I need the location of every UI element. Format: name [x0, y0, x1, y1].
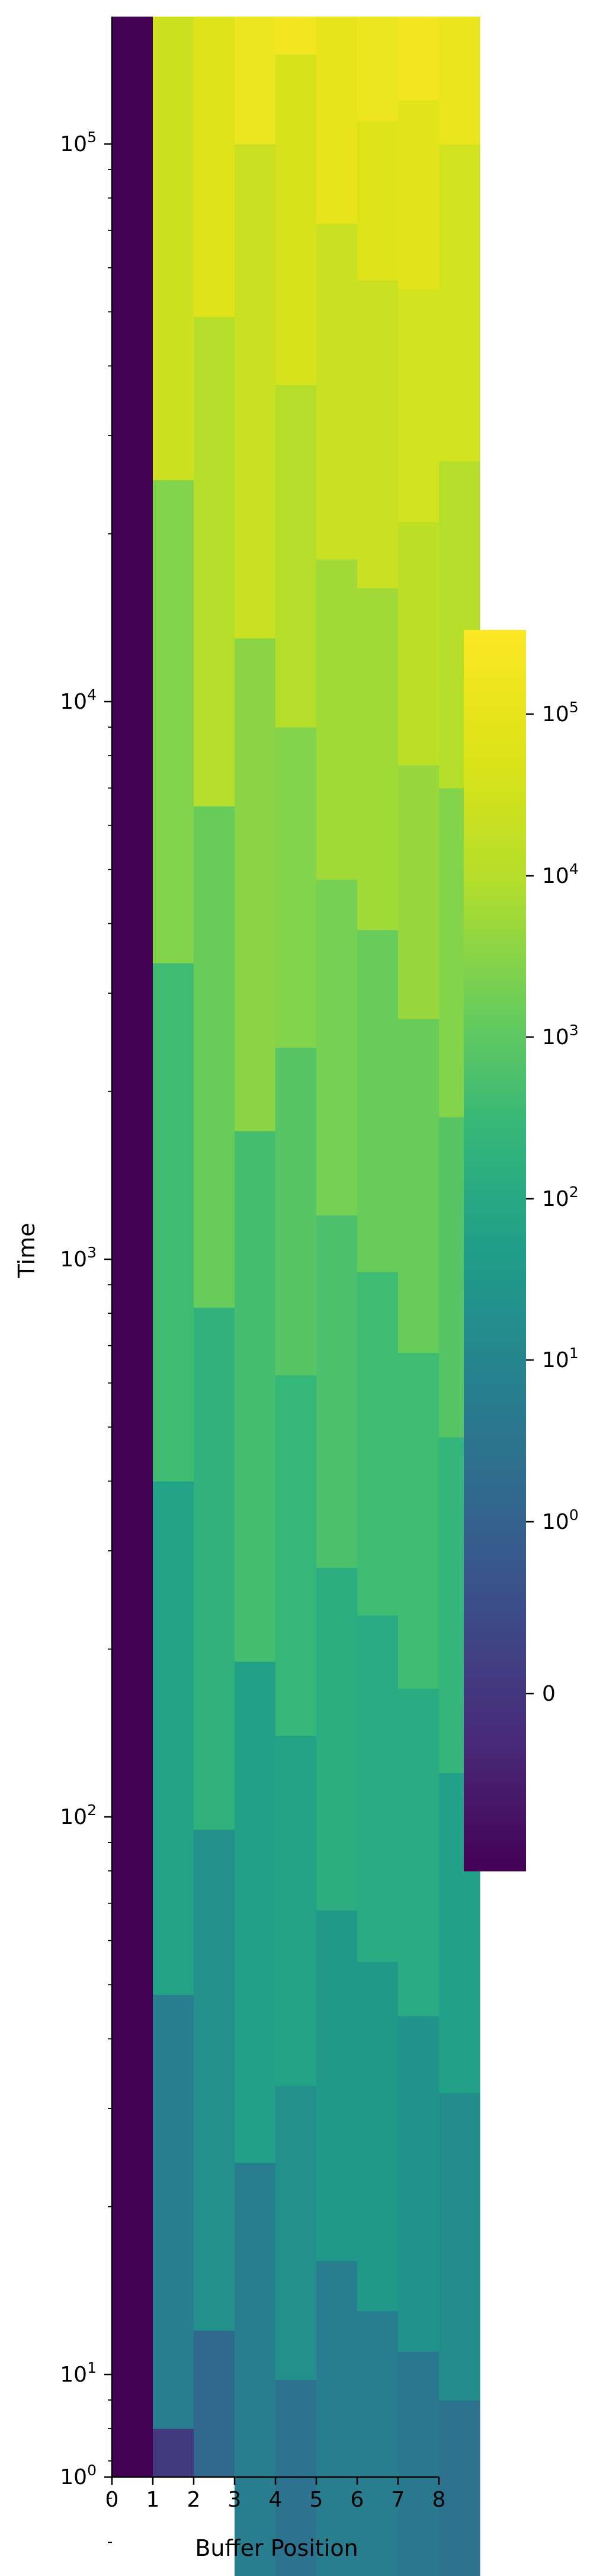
heatmap-cell-col-1 — [153, 479, 194, 964]
heatmap-cell-col-3 — [235, 1661, 276, 2163]
heatmap-cell-col-2 — [194, 316, 235, 807]
colorbar-tick-label: 102 — [542, 1183, 579, 1211]
heatmap-cell-col-7 — [398, 2015, 440, 2352]
y-tick-label: 105 — [60, 129, 97, 156]
heatmap-cell-col-3 — [235, 2162, 276, 2576]
heatmap-cell-col-5 — [316, 223, 358, 560]
heatmap-cell-col-8 — [439, 2092, 480, 2401]
heatmap-cell-col-4 — [275, 727, 317, 1048]
heatmap-cell-col-8 — [439, 17, 480, 145]
heatmap-cell-col-5 — [316, 879, 358, 1216]
heatmap-cell-col-4 — [275, 1047, 317, 1375]
heatmap-cell-col-2 — [194, 1307, 235, 1830]
heatmap-cell-col-1 — [153, 17, 194, 481]
heatmap-cell-col-1 — [153, 1481, 194, 1995]
heatmap-cell-col-5 — [316, 1910, 358, 2261]
heatmap-cell-col-6 — [357, 17, 399, 121]
heatmap-cell-col-7 — [398, 1688, 440, 2017]
heatmap-cell-col-7 — [398, 764, 440, 1019]
heatmap-cell-col-7 — [398, 1352, 440, 1689]
heatmap-cell-col-6 — [357, 1615, 399, 1962]
heatmap-cell-col-5 — [316, 2260, 358, 2576]
heatmap-cell-col-4 — [275, 2085, 317, 2380]
heatmap-cell-col-7 — [398, 2351, 440, 2576]
x-tick-label: 2 — [187, 2488, 201, 2512]
heatmap-cell-col-4 — [275, 385, 317, 728]
x-tick-label: 6 — [351, 2488, 364, 2512]
y-tick-label: 101 — [60, 2359, 97, 2387]
heatmap-cell-col-7 — [398, 289, 440, 523]
heatmap-cell-col-8 — [439, 144, 480, 462]
x-axis-label: Buffer Position — [195, 2535, 358, 2561]
x-tick-label: 0 — [105, 2488, 119, 2512]
y-tick-label: 104 — [60, 686, 97, 714]
x-tick-label: 8 — [432, 2488, 446, 2512]
y-tick-label: 102 — [60, 1801, 97, 1829]
heatmap-cell-col-4 — [275, 1375, 317, 1736]
heatmap-cell-col-7 — [398, 100, 440, 289]
heatmap-cell-col-4 — [275, 17, 317, 55]
heatmap-cell-col-6 — [357, 1961, 399, 2312]
heatmap-cell-col-1 — [153, 1994, 194, 2429]
y-axis-label: Time — [14, 1223, 40, 1279]
heatmap-cell-col-5 — [316, 1567, 358, 1911]
colorbar — [464, 630, 526, 1871]
heatmap-cells — [112, 17, 480, 2576]
x-tick-label: 7 — [392, 2488, 405, 2512]
y-tick-label: 103 — [60, 1244, 97, 1272]
heatmap-cell-col-4 — [275, 54, 317, 385]
heatmap-cell-col-7 — [398, 17, 440, 101]
y-tick-label: 100 — [60, 2462, 97, 2489]
y-axis: 100 101 102 103 104 105 — [60, 17, 113, 2543]
heatmap-cell-col-1 — [153, 962, 194, 1482]
heatmap-cell-col-6 — [357, 1271, 399, 1616]
heatmap-cell-col-4 — [275, 1735, 317, 2086]
heatmap-cell-col-2 — [194, 17, 235, 318]
heatmap-cell-col-5 — [316, 1215, 358, 1568]
heatmap-cell-col-2 — [194, 2330, 235, 2478]
heatmap-cell-col-3 — [235, 17, 276, 145]
heatmap-cell-col-6 — [357, 280, 399, 588]
heatmap-cell-col-8 — [439, 2400, 480, 2576]
heatmap-cell-col-7 — [398, 1019, 440, 1353]
heatmap-cell-col-6 — [357, 587, 399, 930]
colorbar-tick-label: 103 — [542, 1022, 579, 1049]
x-tick-label: 5 — [310, 2488, 323, 2512]
heatmap-cell-col-3 — [235, 638, 276, 1131]
heatmap-cell-col-6 — [357, 929, 399, 1272]
heatmap-cell-col-2 — [194, 1829, 235, 2331]
x-tick-label: 3 — [228, 2488, 242, 2512]
x-tick-label: 4 — [269, 2488, 283, 2512]
heatmap-cell-col-5 — [316, 17, 358, 224]
x-axis: 0 1 2 3 4 5 6 7 8 — [105, 2476, 446, 2512]
heatmap-cell-col-3 — [235, 144, 276, 639]
colorbar-tick-label: 104 — [542, 860, 579, 888]
heatmap-cell-col-7 — [398, 521, 440, 766]
heatmap-cell-col-2 — [194, 806, 235, 1308]
colorbar-tick-label: 0 — [542, 1682, 556, 1706]
heatmap-cell-col-1 — [153, 2428, 194, 2478]
x-tick-label: 1 — [146, 2488, 160, 2512]
colorbar-ticks: 0 100 101 102 103 104 105 — [526, 699, 579, 1706]
heatmap-cell-col-6 — [357, 2311, 399, 2576]
colorbar-tick-label: 100 — [542, 1506, 579, 1534]
heatmap-cell-col-0 — [112, 17, 153, 2478]
heatmap-cell-col-5 — [316, 559, 358, 880]
heatmap-cell-col-6 — [357, 121, 399, 281]
colorbar-tick-label: 101 — [542, 1345, 579, 1372]
heatmap-cell-col-3 — [235, 1131, 276, 1662]
colorbar-tick-label: 105 — [542, 699, 579, 727]
